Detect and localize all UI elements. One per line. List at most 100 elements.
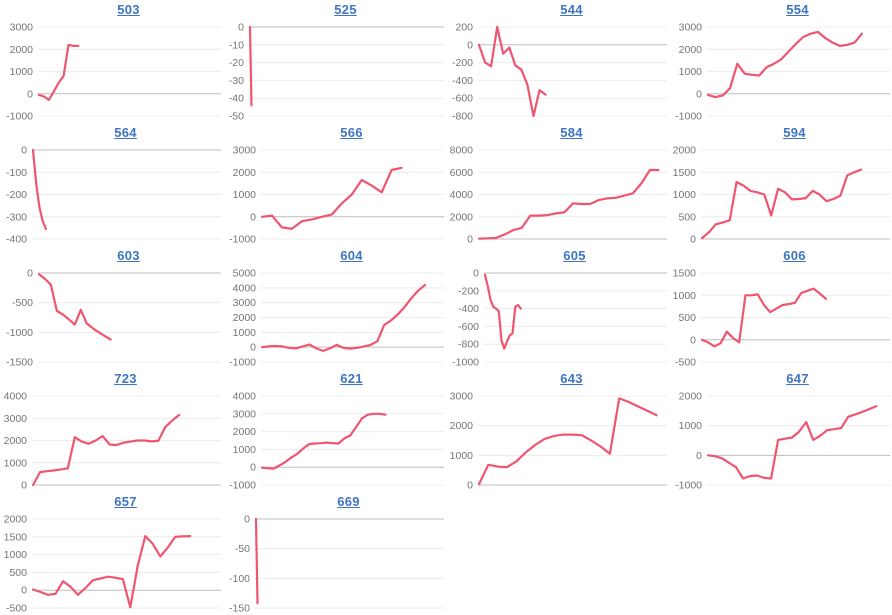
series-line	[254, 517, 259, 605]
chart-title-link[interactable]: 554	[786, 2, 809, 17]
chart-title-link[interactable]: 604	[340, 248, 363, 263]
y-tick-label: 2000	[450, 211, 474, 223]
y-tick-label: 2000	[4, 514, 28, 526]
chart-cell-525: 525 0 -10 -20 -30 -40 -50	[223, 0, 446, 123]
series-line	[248, 25, 253, 107]
y-tick-label: -30	[229, 75, 244, 87]
series-line	[477, 397, 658, 486]
y-tick-label: 1500	[673, 167, 697, 179]
chart-title-link[interactable]: 643	[560, 371, 583, 386]
chart-cell-621: 621 4000 3000 2000 1000 0 -1000	[223, 369, 446, 492]
chart-cell-554: 554 3000 2000 1000 0 -1000	[669, 0, 892, 123]
chart-plot: 8000 6000 4000 2000 0	[450, 145, 667, 246]
y-tick-label: -1000	[6, 111, 33, 123]
y-tick-label: 5000	[233, 268, 257, 280]
chart-title-link[interactable]: 647	[786, 371, 809, 386]
chart-title-link[interactable]: 594	[783, 125, 806, 140]
y-tick-label: 4000	[233, 391, 257, 403]
chart-title-link[interactable]: 603	[117, 248, 140, 263]
y-tick-label: -200	[452, 57, 473, 69]
y-tick-label: 0	[21, 145, 27, 157]
y-tick-label: 1500	[4, 531, 28, 543]
y-tick-label: -100	[6, 167, 27, 179]
y-tick-label: -400	[452, 75, 473, 87]
chart-plot: 0 -50 -100 -150	[229, 514, 444, 615]
y-tick-label: 3000	[450, 391, 474, 403]
y-tick-label: -150	[229, 603, 250, 615]
series-line	[260, 166, 403, 230]
series-line	[31, 413, 181, 487]
y-tick-label: 2000	[679, 391, 703, 403]
y-tick-label: 3000	[10, 22, 34, 34]
chart-title-link[interactable]: 503	[117, 2, 140, 17]
y-tick-label: 0	[21, 585, 27, 597]
chart-plot: 1500 1000 500 0 -500	[673, 268, 890, 369]
series-line	[483, 273, 522, 350]
chart-plot: 2000 1000 0 -1000	[675, 391, 890, 492]
chart-plot: 3000 2000 1000 0 -1000	[229, 145, 444, 246]
y-tick-label: 0	[250, 462, 256, 474]
chart-plot: 5000 4000 3000 2000 1000 0 -1000	[229, 268, 444, 369]
chart-title-link[interactable]: 657	[114, 494, 137, 509]
y-tick-label: -100	[229, 573, 250, 585]
chart-title-link[interactable]: 605	[563, 248, 586, 263]
y-tick-label: -1000	[6, 327, 33, 339]
y-tick-label: 1000	[233, 189, 257, 201]
chart-title-link[interactable]: 525	[334, 2, 357, 17]
chart-cell-647: 647 2000 1000 0 -1000	[669, 369, 892, 492]
chart-cell-723: 723 4000 3000 2000 1000 0	[0, 369, 223, 492]
chart-title-link[interactable]: 564	[114, 125, 137, 140]
chart-title-link[interactable]: 606	[783, 248, 806, 263]
chart-cell-643: 643 3000 2000 1000 0	[446, 369, 669, 492]
y-tick-label: 0	[473, 268, 479, 280]
chart-cell-604: 604 5000 4000 3000 2000 1000 0 -1000	[223, 246, 446, 369]
chart-title-link[interactable]: 544	[560, 2, 583, 17]
chart-plot: 3000 2000 1000 0	[450, 391, 667, 492]
y-tick-label: 0	[690, 334, 696, 346]
y-tick-label: 2000	[233, 312, 257, 324]
series-line	[706, 30, 863, 99]
series-line	[37, 43, 80, 102]
chart-title-link[interactable]: 566	[340, 125, 363, 140]
y-tick-label: -400	[458, 303, 479, 315]
y-tick-label: 2000	[673, 145, 697, 157]
y-tick-label: 500	[9, 567, 27, 579]
y-tick-label: 1000	[673, 189, 697, 201]
y-tick-label: -200	[458, 285, 479, 297]
y-tick-label: 0	[21, 480, 27, 492]
chart-title-link[interactable]: 584	[560, 125, 583, 140]
y-tick-label: -1000	[675, 111, 702, 123]
chart-plot: 2000 1500 1000 500 0 -500	[4, 514, 221, 615]
chart-plot: 4000 3000 2000 1000 0 -1000	[229, 391, 444, 492]
series-line	[477, 168, 660, 240]
y-tick-label: -400	[6, 234, 27, 246]
series-line	[260, 283, 426, 353]
y-tick-label: 3000	[4, 413, 28, 425]
y-tick-label: 0	[27, 268, 33, 280]
chart-plot: 4000 3000 2000 1000 0	[4, 391, 221, 492]
chart-plot: 0 -200 -400 -600 -800 -1000	[452, 268, 667, 369]
chart-plot: 200 0 -200 -400 -600 -800	[452, 22, 667, 123]
chart-cell-657: 657 2000 1500 1000 500 0 -500	[0, 492, 223, 615]
y-tick-label: 2000	[233, 167, 257, 179]
y-tick-label: 0	[250, 211, 256, 223]
y-tick-label: -1500	[6, 357, 33, 369]
chart-title-link[interactable]: 669	[337, 494, 360, 509]
y-tick-label: -50	[235, 543, 250, 555]
y-tick-label: -300	[6, 211, 27, 223]
y-tick-label: -40	[229, 93, 244, 105]
y-tick-label: 1000	[450, 450, 474, 462]
series-line	[477, 25, 547, 118]
y-tick-label: 3000	[233, 297, 257, 309]
y-tick-label: -800	[458, 339, 479, 351]
y-tick-label: -10	[229, 39, 244, 51]
y-tick-label: -500	[6, 603, 27, 615]
y-tick-label: 0	[690, 234, 696, 246]
y-tick-label: 1000	[679, 66, 703, 78]
series-line	[700, 168, 863, 240]
chart-title-link[interactable]: 621	[340, 371, 363, 386]
y-tick-label: -1000	[452, 357, 479, 369]
chart-title-link[interactable]: 723	[114, 371, 137, 386]
series-line	[31, 534, 192, 609]
